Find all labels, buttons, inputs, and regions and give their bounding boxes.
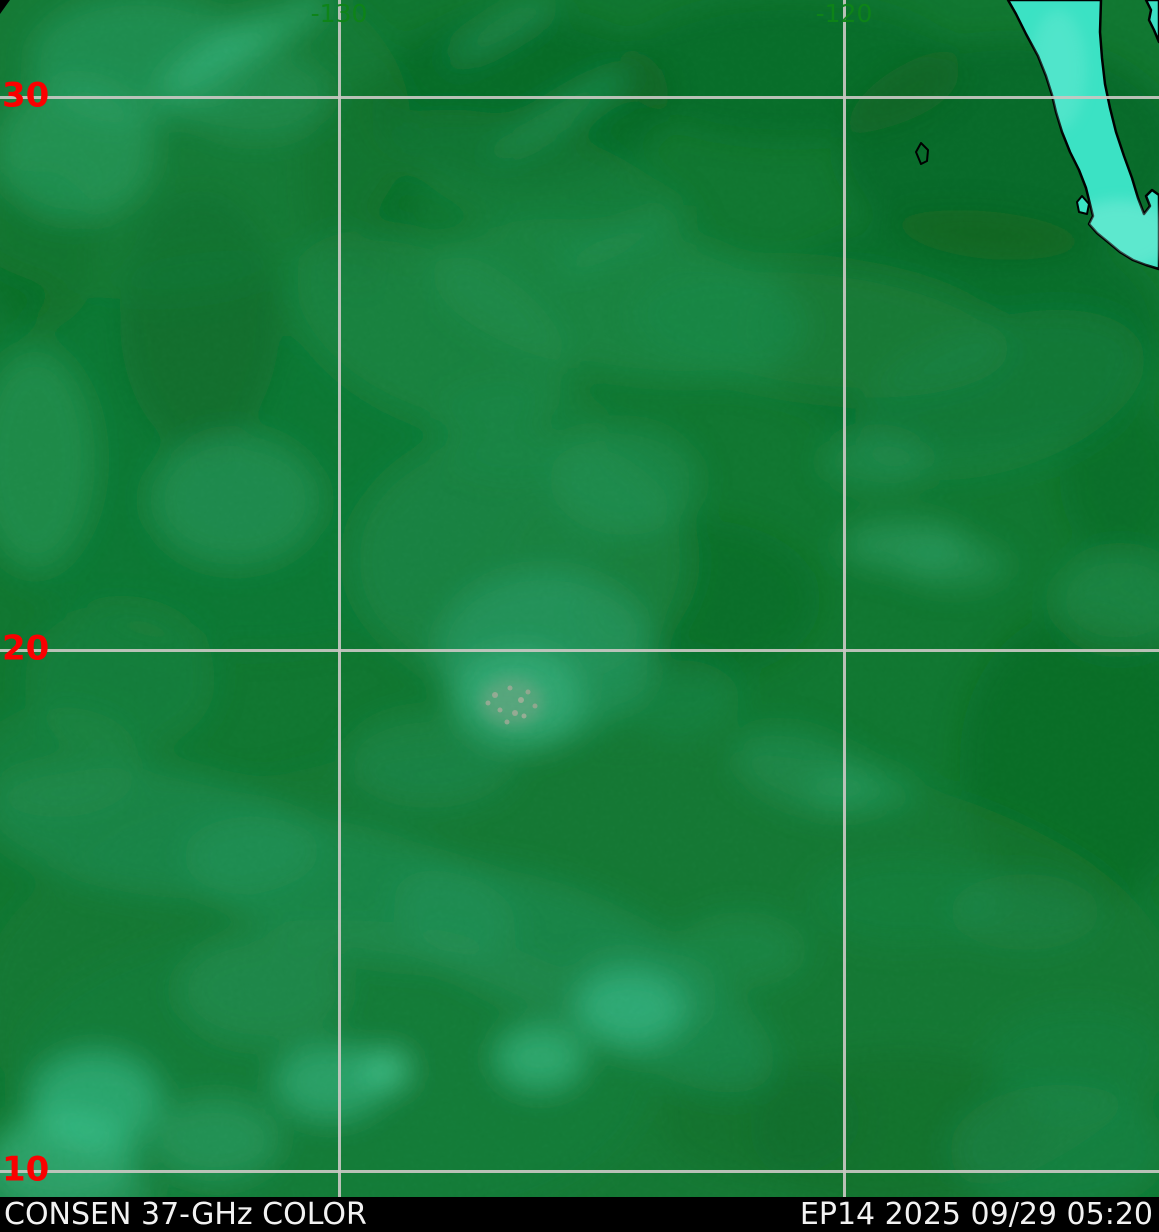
storm-id-datetime: EP14 2025 09/29 05:20 (799, 1197, 1153, 1232)
meridian-gridline (843, 0, 846, 1197)
parallel-gridline (0, 649, 1159, 652)
meridian-gridline (338, 0, 341, 1197)
noise-overlay (0, 0, 1159, 1197)
guadalupe-island (915, 142, 929, 165)
mainland-mexico-landmass (1144, 0, 1159, 44)
longitude-label: -120 (815, 0, 873, 28)
swath-edge-artifact (0, 0, 10, 14)
annotation-bar: CONSEN 37-GHz COLOR EP14 2025 09/29 05:2… (0, 1197, 1159, 1232)
latitude-label: 20 (2, 628, 50, 669)
satellite-imagery-canvas (0, 0, 1159, 1197)
microwave-satellite-map: -130 -120 30 20 10 (0, 0, 1159, 1197)
parallel-gridline (0, 1170, 1159, 1173)
cedros-island (1076, 195, 1090, 215)
parallel-gridline (0, 96, 1159, 99)
latitude-label: 10 (2, 1149, 50, 1190)
product-title: CONSEN 37-GHz COLOR (4, 1197, 367, 1232)
longitude-label: -130 (310, 0, 368, 28)
latitude-label: 30 (2, 75, 50, 116)
